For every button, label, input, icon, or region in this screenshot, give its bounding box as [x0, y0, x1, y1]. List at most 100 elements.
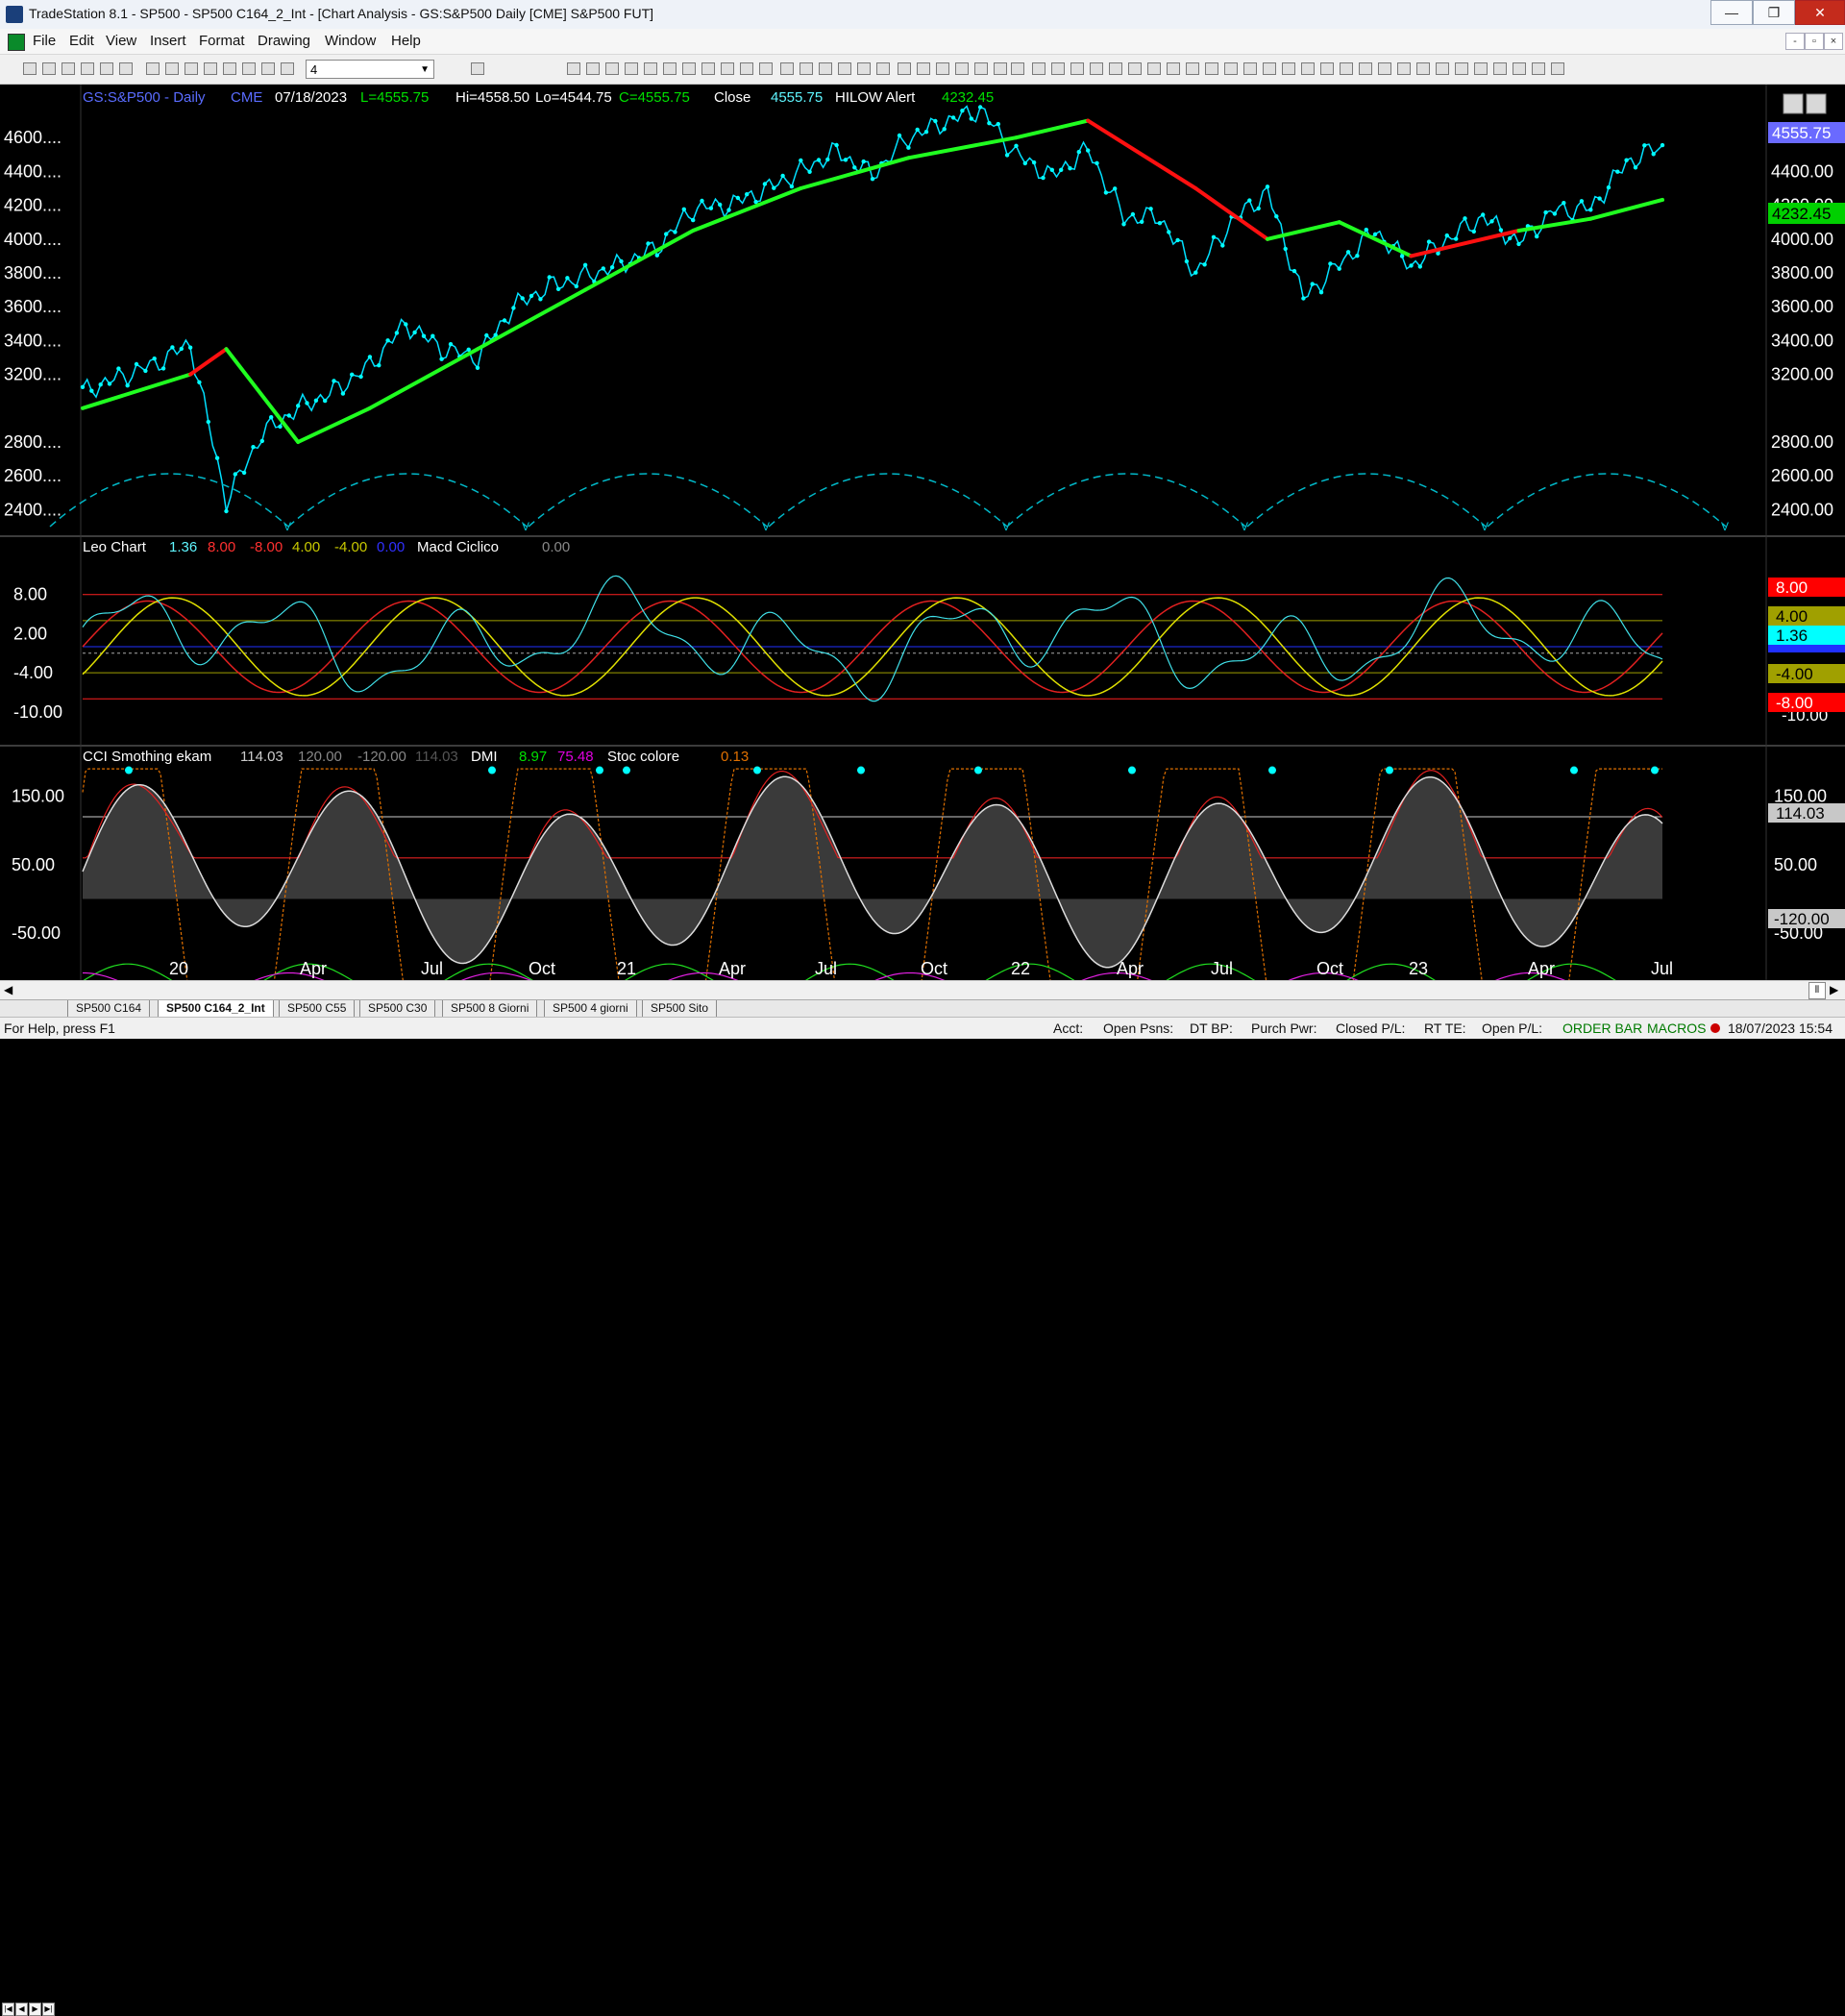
toolbar-tool-icon[interactable] [876, 62, 890, 75]
toolbar-tool-icon[interactable] [682, 62, 696, 75]
panel-minimize-button[interactable] [1783, 93, 1804, 114]
mdi-restore-button[interactable]: ▫ [1805, 33, 1824, 50]
toolbar-tool-icon[interactable] [100, 62, 113, 75]
chevron-down-icon[interactable]: ▼ [420, 64, 430, 75]
toolbar-tool-icon[interactable] [1474, 62, 1488, 75]
tab-sp500-8-giorni[interactable]: SP500 8 Giorni [442, 1000, 538, 1018]
toolbar-tool-icon[interactable] [955, 62, 969, 75]
toolbar-tool-icon[interactable] [1011, 62, 1024, 75]
minimize-button[interactable]: — [1710, 0, 1753, 25]
toolbar-tool-icon[interactable] [223, 62, 236, 75]
toolbar-tool-icon[interactable] [1301, 62, 1315, 75]
tab-next-icon[interactable]: ▶ [29, 2003, 41, 2016]
tab-sp500-c164[interactable]: SP500 C164 [67, 1000, 151, 1018]
menu-window[interactable]: Window [325, 33, 377, 49]
menu-file[interactable]: File [33, 33, 57, 49]
toolbar-tool-icon[interactable] [1493, 62, 1507, 75]
toolbar-tool-icon[interactable] [1513, 62, 1526, 75]
tab-sp500-4-giorni[interactable]: SP500 4 giorni [544, 1000, 637, 1018]
toolbar-tool-icon[interactable] [146, 62, 160, 75]
tab-last-icon[interactable]: ▶| [42, 2003, 55, 2016]
menu-format[interactable]: Format [199, 33, 245, 49]
restore-button[interactable]: ❐ [1753, 0, 1795, 25]
toolbar-tool-icon[interactable] [1378, 62, 1391, 75]
menu-insert[interactable]: Insert [150, 33, 186, 49]
scroll-thumb[interactable]: ⦀ [1808, 982, 1826, 999]
scroll-left-icon[interactable]: ◀ [4, 983, 13, 996]
toolbar-tool-icon[interactable] [1167, 62, 1180, 75]
toolbar-tool-icon[interactable] [1340, 62, 1353, 75]
toolbar-tool-icon[interactable] [204, 62, 217, 75]
tab-sp500-c55[interactable]: SP500 C55 [279, 1000, 356, 1018]
toolbar-tool-icon[interactable] [701, 62, 715, 75]
toolbar-tool-icon[interactable] [242, 62, 256, 75]
toolbar-tool-icon[interactable] [586, 62, 600, 75]
toolbar-tool-icon[interactable] [1359, 62, 1372, 75]
toolbar-tool-icon[interactable] [119, 62, 133, 75]
toolbar-tool-icon[interactable] [1128, 62, 1142, 75]
toolbar-tool-icon[interactable] [1263, 62, 1276, 75]
interval-combo[interactable]: 4 ▼ [306, 60, 434, 79]
toolbar-tool-icon[interactable] [759, 62, 773, 75]
status-order-bar[interactable]: ORDER BAR [1562, 1020, 1643, 1036]
panel-maximize-button[interactable] [1806, 93, 1827, 114]
toolbar-tool-icon[interactable] [1416, 62, 1430, 75]
app-menu-icon[interactable] [8, 34, 25, 51]
tab-sp500-c164-2-int[interactable]: SP500 C164_2_Int [158, 1000, 274, 1018]
toolbar-tool-icon[interactable] [281, 62, 294, 75]
toolbar-tool-icon[interactable] [898, 62, 911, 75]
toolbar-tool-icon[interactable] [1109, 62, 1122, 75]
toolbar-tool-icon[interactable] [1147, 62, 1161, 75]
toolbar-tool-icon[interactable] [1436, 62, 1449, 75]
toolbar-tool-icon[interactable] [936, 62, 949, 75]
toolbar-tool-icon[interactable] [1224, 62, 1238, 75]
toolbar-tool-icon[interactable] [1205, 62, 1218, 75]
toolbar-tool-icon[interactable] [261, 62, 275, 75]
menu-drawing[interactable]: Drawing [258, 33, 311, 49]
toolbar-tool-icon[interactable] [974, 62, 988, 75]
tab-sp500-c30[interactable]: SP500 C30 [359, 1000, 436, 1018]
toolbar-tool-icon[interactable] [1186, 62, 1199, 75]
toolbar-tool-icon[interactable] [994, 62, 1007, 75]
toolbar-tool-icon[interactable] [740, 62, 753, 75]
toolbar-tool-icon[interactable] [1551, 62, 1564, 75]
toolbar-tool-icon[interactable] [625, 62, 638, 75]
chart-analysis-window[interactable]: GS:S&P500 - Daily CME 07/18/2023 L=4555.… [0, 85, 1845, 1035]
menu-view[interactable]: View [106, 33, 137, 49]
mdi-minimize-button[interactable]: - [1785, 33, 1805, 50]
toolbar-tool-icon[interactable] [1320, 62, 1334, 75]
toolbar-tool-icon[interactable] [184, 62, 198, 75]
status-macros[interactable]: MACROS [1647, 1020, 1707, 1036]
toolbar-tool-icon[interactable] [663, 62, 676, 75]
tab-prev-icon[interactable]: ◀ [15, 2003, 28, 2016]
chart-canvas[interactable]: GS:S&P500 - Daily CME 07/18/2023 L=4555.… [0, 85, 1845, 1035]
close-button[interactable]: ✕ [1795, 0, 1845, 25]
toolbar-tool-icon[interactable] [1397, 62, 1411, 75]
toolbar-tool-icon[interactable] [567, 62, 580, 75]
toolbar-tool-icon[interactable] [605, 62, 619, 75]
menu-edit[interactable]: Edit [69, 33, 94, 49]
toolbar-tool-icon[interactable] [780, 62, 794, 75]
horizontal-scrollbar[interactable]: ◀ ⦀ ▶ [0, 980, 1845, 1000]
toolbar-tool-icon[interactable] [1051, 62, 1065, 75]
toolbar-tool-icon[interactable] [819, 62, 832, 75]
toolbar-tool-icon[interactable] [838, 62, 851, 75]
mdi-close-button[interactable]: × [1824, 33, 1843, 50]
toolbar-tool-icon[interactable] [471, 62, 484, 75]
menu-help[interactable]: Help [391, 33, 421, 49]
scroll-right-icon[interactable]: ▶ [1830, 983, 1839, 996]
tab-first-icon[interactable]: |◀ [2, 2003, 14, 2016]
toolbar-tool-icon[interactable] [1532, 62, 1545, 75]
toolbar-tool-icon[interactable] [1243, 62, 1257, 75]
toolbar-tool-icon[interactable] [800, 62, 813, 75]
toolbar-tool-icon[interactable] [1070, 62, 1084, 75]
toolbar-tool-icon[interactable] [1032, 62, 1046, 75]
toolbar-tool-icon[interactable] [81, 62, 94, 75]
toolbar-tool-icon[interactable] [721, 62, 734, 75]
toolbar-tool-icon[interactable] [644, 62, 657, 75]
toolbar-tool-icon[interactable] [917, 62, 930, 75]
toolbar-tool-icon[interactable] [1090, 62, 1103, 75]
toolbar-tool-icon[interactable] [62, 62, 75, 75]
toolbar-tool-icon[interactable] [42, 62, 56, 75]
toolbar-tool-icon[interactable] [23, 62, 37, 75]
